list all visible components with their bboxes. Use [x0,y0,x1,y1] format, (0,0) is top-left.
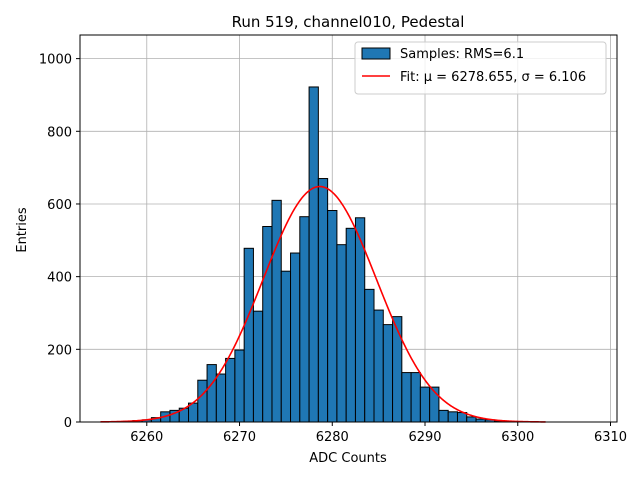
histogram-bar [243,247,254,423]
x-tick-label: 6290 [408,430,441,445]
histogram-bar [345,227,356,423]
histogram-bar [290,252,301,423]
histogram-bar [410,372,421,423]
histogram-bar [382,324,394,423]
histogram-bar [364,288,375,423]
y-tick-label: 600 [47,198,72,213]
histogram-bar [299,216,310,423]
histogram-bar [215,373,227,423]
histogram-bar [317,178,329,423]
chart-title: Run 519, channel010, Pedestal [232,13,465,31]
histogram-bar [308,86,319,423]
histogram-bar [336,244,347,423]
histogram-bar [392,316,403,423]
y-tick-label: 200 [47,343,72,358]
histogram-bar [280,270,292,423]
x-axis-label: ADC Counts [309,451,387,466]
y-tick-label: 1000 [39,53,72,68]
histogram-bar [197,379,208,423]
legend-bar-swatch [361,47,391,60]
y-axis-ticks: 0 200 400 600 800 1000 [39,53,80,431]
x-tick-label: 6310 [594,430,627,445]
histogram-bar [327,210,338,423]
x-tick-label: 6280 [316,430,349,445]
legend-label-samples: Samples: RMS=6.1 [400,47,524,62]
y-axis-label: Entries [15,207,30,253]
x-tick-label: 6260 [130,430,163,445]
x-tick-label: 6270 [223,430,256,445]
histogram-bar [225,357,236,423]
y-tick-label: 400 [47,271,72,286]
legend: Samples: RMS=6.1 Fit: μ = 6278.655, σ = … [354,41,607,95]
legend-label-fit: Fit: μ = 6278.655, σ = 6.106 [400,70,586,85]
y-tick-label: 800 [47,125,72,140]
y-tick-label: 0 [64,416,72,431]
x-tick-label: 6300 [501,430,534,445]
histogram-bar [438,409,449,423]
histogram-bar [447,411,458,423]
x-axis-ticks: 6260 6270 6280 6290 6300 6310 [130,422,627,445]
legend-box [354,41,607,95]
fit-curve [100,185,546,423]
histogram-bar [262,226,273,423]
histogram-bar [419,386,431,423]
histogram-bar [234,349,245,423]
histogram-bar [271,199,282,423]
histogram-bar [252,310,264,423]
histogram-bars [113,86,533,423]
histogram-bar [373,309,384,423]
histogram-bar [206,364,217,423]
histogram-bar [401,372,412,423]
histogram-bar [466,416,477,423]
plot-frame [79,34,618,423]
